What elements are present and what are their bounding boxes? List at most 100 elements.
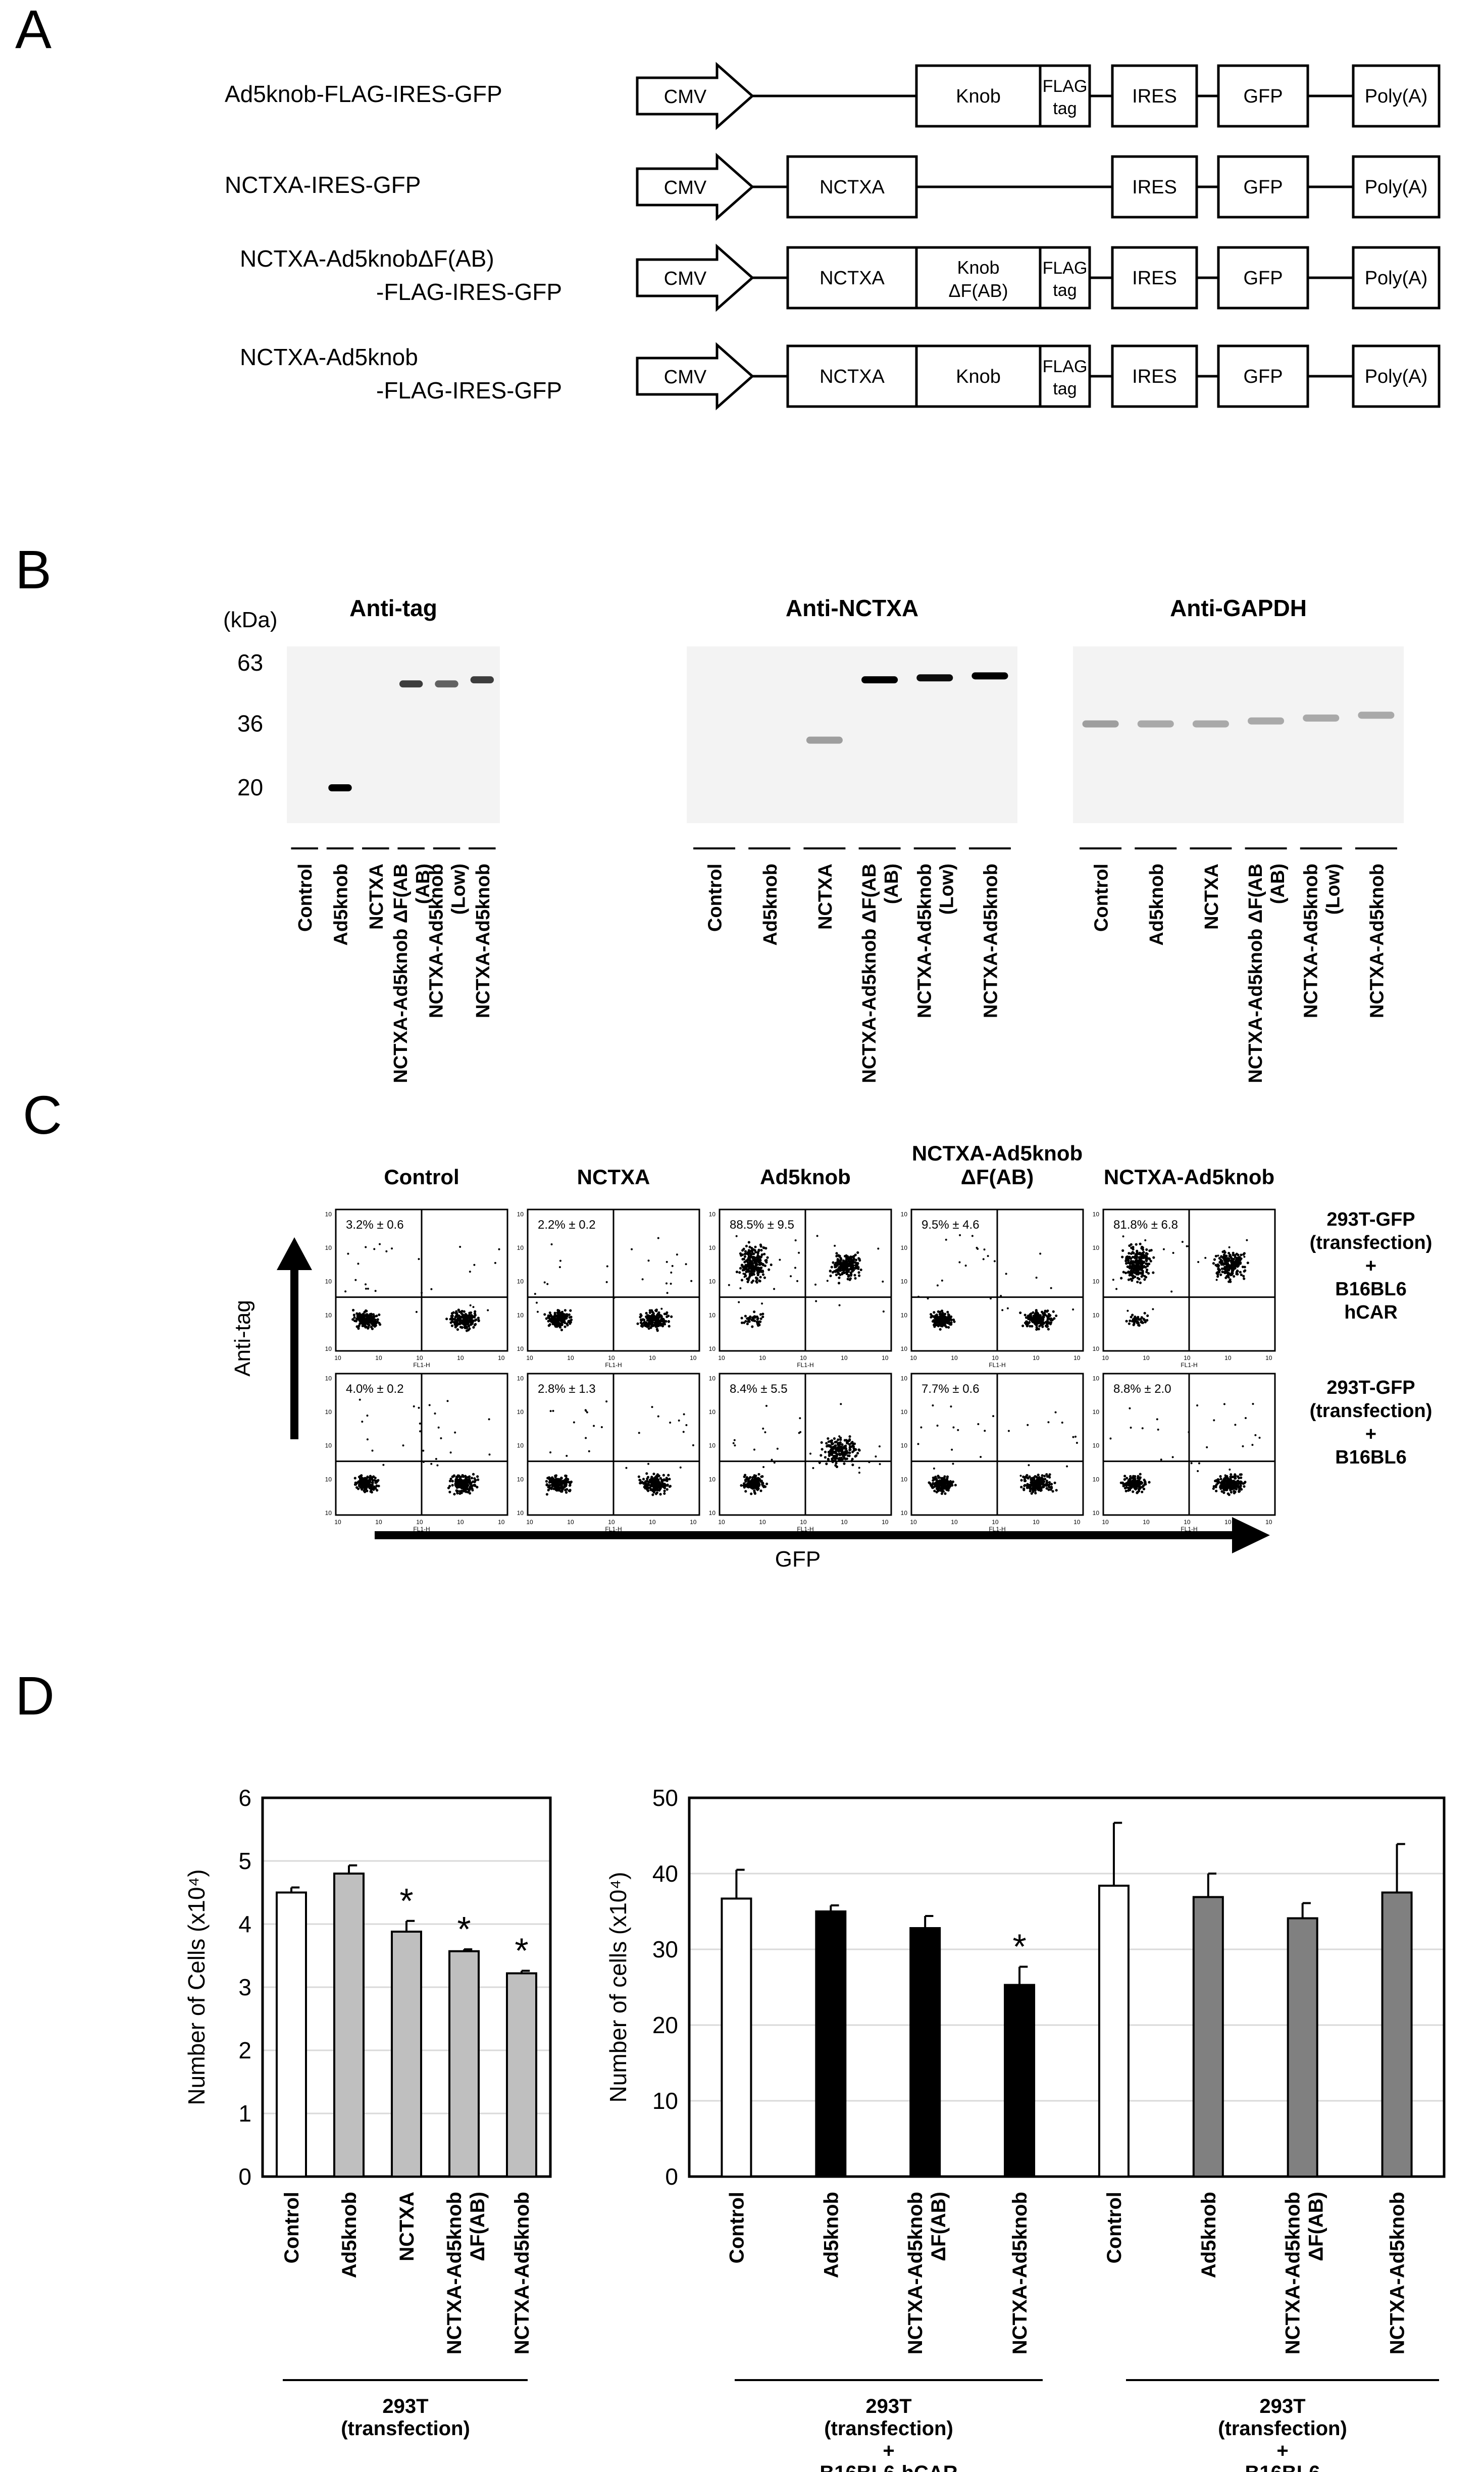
- event-dot: [850, 1257, 853, 1261]
- event-dot: [422, 1460, 425, 1463]
- event-dot: [1186, 1245, 1188, 1247]
- event-dot: [353, 1483, 357, 1486]
- category-label: NCTXA: [396, 2192, 418, 2261]
- event-dot: [746, 1478, 749, 1481]
- y-axis-arrow-head: [277, 1237, 312, 1270]
- event-dot: [812, 1467, 814, 1469]
- event-dot: [1157, 1428, 1159, 1431]
- event-dot: [488, 1418, 490, 1421]
- event-dot: [1124, 1259, 1128, 1263]
- flag-label: tag: [1053, 99, 1077, 118]
- event-dot: [821, 1448, 824, 1451]
- event-dot: [827, 1440, 830, 1443]
- category-label: NCTXA-Ad5knob: [1387, 2192, 1409, 2354]
- event-dot: [649, 1326, 652, 1329]
- axis-tick: 10: [759, 1354, 766, 1361]
- event-dot: [844, 1260, 847, 1264]
- group-label: (transfection): [341, 2417, 470, 2440]
- event-dot: [1235, 1261, 1238, 1264]
- event-dot: [477, 1319, 480, 1322]
- event-dot: [1128, 1322, 1131, 1325]
- event-dot: [358, 1312, 361, 1315]
- event-dot: [1204, 1256, 1207, 1259]
- event-dot: [560, 1487, 564, 1490]
- marker-kda-label: 63: [237, 649, 263, 676]
- event-dot: [1218, 1269, 1221, 1272]
- event-dot: [690, 1280, 693, 1282]
- event-dot: [947, 1317, 950, 1320]
- event-dot: [454, 1483, 457, 1487]
- event-dot: [1244, 1269, 1247, 1272]
- event-dot: [1041, 1477, 1044, 1480]
- event-dot: [1134, 1259, 1137, 1262]
- event-dots: [534, 1237, 693, 1332]
- event-dot: [1034, 1492, 1037, 1495]
- protein-band: [435, 680, 458, 688]
- event-dot: [1127, 1278, 1131, 1281]
- event-dot: [1030, 1492, 1033, 1495]
- event-dot: [1020, 1486, 1023, 1489]
- event-dot: [361, 1480, 364, 1483]
- event-dot: [545, 1480, 548, 1483]
- event-dot: [850, 1459, 853, 1462]
- event-dot: [464, 1326, 467, 1330]
- event-dot: [1046, 1310, 1048, 1313]
- event-dot: [663, 1313, 666, 1316]
- event-dot: [351, 1318, 354, 1321]
- event-dot: [1047, 1488, 1050, 1491]
- event-dot: [846, 1442, 849, 1445]
- event-dot: [1227, 1480, 1231, 1484]
- event-dot: [1143, 1265, 1146, 1268]
- event-dot: [827, 1450, 830, 1453]
- flow-column-title: Control: [384, 1165, 459, 1189]
- event-dot: [750, 1246, 753, 1250]
- event-dot: [1132, 1246, 1135, 1249]
- event-dot: [983, 1248, 986, 1251]
- event-dot: [374, 1476, 377, 1480]
- panel-letter-a: A: [15, 0, 52, 60]
- event-dot: [1148, 1481, 1151, 1484]
- event-dot: [753, 1310, 756, 1314]
- event-dot: [1019, 1311, 1022, 1315]
- event-dot: [453, 1493, 456, 1496]
- event-dot: [1206, 1446, 1208, 1448]
- event-dot: [1132, 1274, 1135, 1277]
- event-dot: [565, 1475, 568, 1478]
- event-dot: [671, 1265, 674, 1267]
- axis-tick: 10: [709, 1375, 716, 1382]
- event-dot: [850, 1265, 853, 1268]
- event-dot: [834, 1244, 836, 1247]
- axis-tick: 10: [951, 1354, 958, 1361]
- axis-tick: 10: [416, 1354, 423, 1361]
- event-dot: [776, 1447, 779, 1450]
- event-dot: [366, 1475, 369, 1478]
- event-dot: [1216, 1273, 1219, 1276]
- event-dot: [464, 1477, 468, 1480]
- event-dots: [344, 1243, 500, 1332]
- event-dot: [749, 1250, 752, 1253]
- event-dot: [649, 1318, 652, 1321]
- event-dot: [638, 1479, 641, 1482]
- event-dot: [832, 1455, 835, 1458]
- nctxa-label: NCTXA: [820, 177, 885, 198]
- event-dot: [839, 1436, 842, 1439]
- event-dot: [847, 1259, 851, 1263]
- event-dot: [854, 1277, 857, 1280]
- event-dot: [790, 1275, 792, 1278]
- event-dot: [750, 1479, 753, 1482]
- event-dot: [1128, 1255, 1131, 1258]
- event-dot: [977, 1247, 979, 1250]
- event-dot: [363, 1310, 366, 1314]
- event-dot: [763, 1276, 766, 1279]
- event-dot: [372, 1322, 375, 1325]
- event-dot: [932, 1482, 935, 1485]
- axis-tick: 10: [800, 1354, 807, 1361]
- event-dot: [648, 1311, 651, 1314]
- event-dot: [950, 1405, 952, 1408]
- event-dot: [1054, 1411, 1057, 1414]
- event-dot: [453, 1318, 456, 1321]
- event-dot: [832, 1261, 835, 1264]
- axis-tick: 10: [457, 1354, 464, 1361]
- event-dot: [659, 1493, 662, 1496]
